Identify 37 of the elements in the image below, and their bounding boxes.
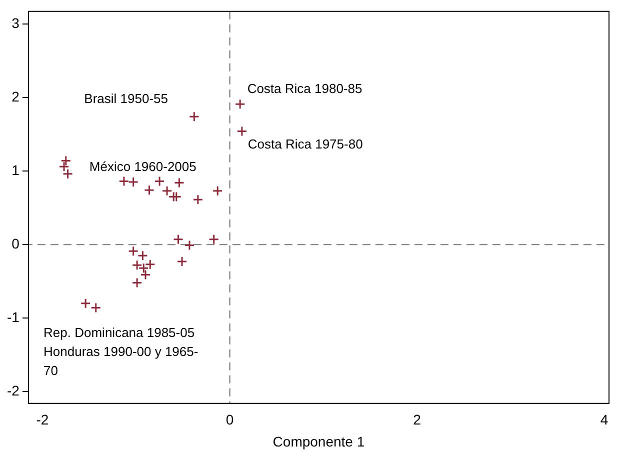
x-tick-label: 0	[226, 412, 234, 428]
y-tick-label: 0	[12, 235, 20, 252]
point	[192, 194, 204, 205]
x-tick-label: -2	[36, 412, 49, 428]
y-tick-label: 3	[12, 14, 20, 31]
y-tick-label: -2	[6, 382, 20, 398]
point	[118, 176, 130, 187]
point	[144, 184, 154, 196]
point	[60, 155, 72, 166]
point	[132, 278, 142, 288]
point	[173, 234, 184, 245]
x-tick-label: 4	[600, 412, 608, 428]
point	[80, 298, 91, 309]
x-axis-title: Componente 1	[272, 433, 365, 450]
point	[128, 176, 139, 188]
point	[144, 259, 156, 270]
point	[137, 250, 148, 261]
point	[154, 176, 165, 187]
y-tick-label: 1	[12, 162, 20, 178]
annotation: Brasil 1950-55	[84, 90, 168, 106]
point	[234, 98, 246, 110]
point	[188, 111, 200, 122]
point	[176, 256, 188, 267]
annotation: Costa Rica 1980-85	[247, 80, 362, 96]
annotation: Rep. Dominicana 1985-05 Honduras 1990-00 y 1965- 70	[44, 324, 198, 378]
y-tick-label: -1	[6, 308, 20, 325]
point	[212, 186, 223, 196]
point	[128, 246, 139, 256]
annotation: México 1960-2005	[89, 158, 196, 174]
point	[208, 234, 220, 245]
point	[184, 240, 195, 251]
point	[236, 126, 248, 137]
point	[174, 178, 184, 188]
point	[90, 302, 102, 314]
x-tick-label: 2	[413, 412, 422, 428]
annotation: Costa Rica 1975-80	[248, 136, 363, 152]
y-tick-label: 2	[12, 88, 20, 104]
